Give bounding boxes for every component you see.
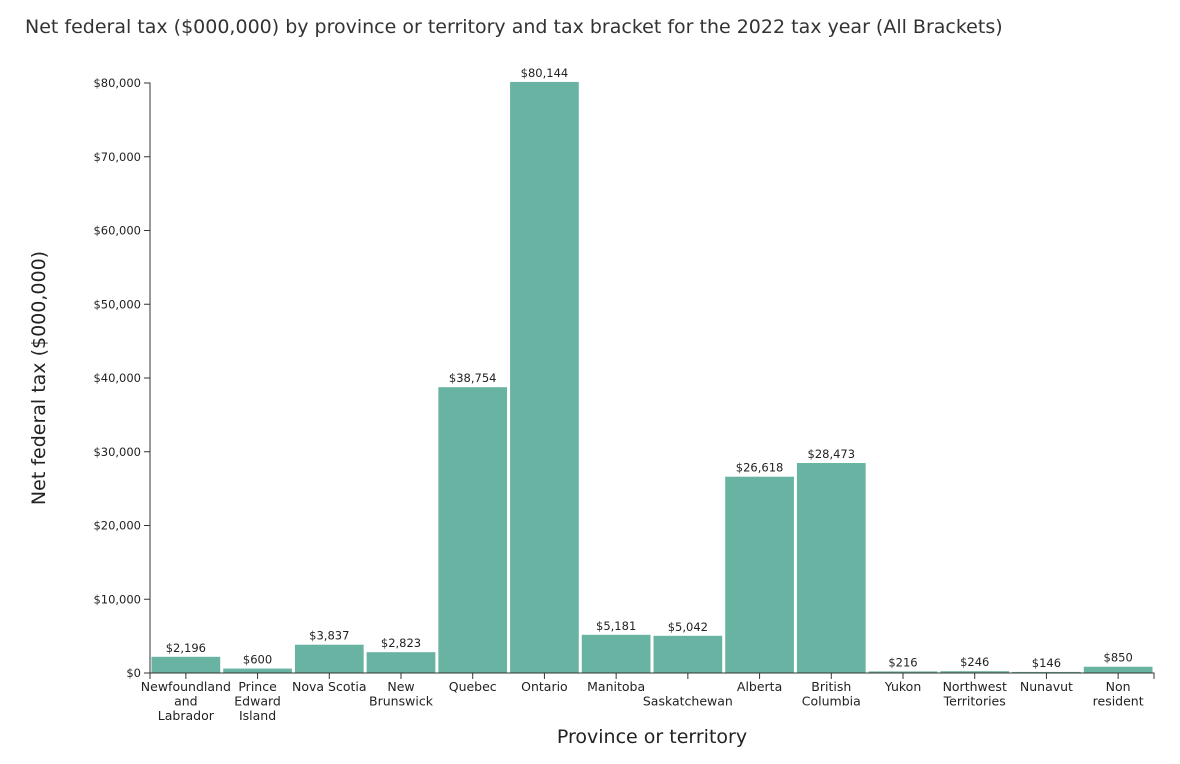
- y-tick-label: $80,000: [93, 76, 141, 90]
- y-tick-label: $20,000: [93, 519, 141, 533]
- data-label: $600: [243, 653, 272, 667]
- data-label: $146: [1032, 656, 1061, 670]
- bar[interactable]: [581, 634, 651, 673]
- data-label: $26,618: [736, 461, 784, 475]
- x-tick-label: Newfoundland and Labrador: [141, 679, 231, 723]
- bar[interactable]: [868, 671, 938, 673]
- x-tick-label: Nunavut: [1020, 679, 1073, 694]
- data-label: $850: [1104, 651, 1133, 665]
- y-tick-label: $60,000: [93, 224, 141, 238]
- x-tick-label: Saskatchewan: [643, 679, 733, 709]
- bar[interactable]: [796, 463, 866, 673]
- y-tick-label: $10,000: [93, 592, 141, 606]
- x-tick-label: New Brunswick: [369, 679, 434, 709]
- data-labels-group: $2,196 $600 $3,837 $2,823 $38,754 $80,144 $5,1…: [166, 66, 1133, 670]
- bar[interactable]: [940, 671, 1010, 673]
- bar[interactable]: [438, 387, 508, 673]
- data-label: $2,196: [166, 641, 206, 655]
- x-tick-label: Ontario: [521, 679, 568, 694]
- bars-group: [151, 81, 1153, 674]
- x-axis-line: [149, 672, 1155, 679]
- y-tick-label: $70,000: [93, 150, 141, 164]
- data-label: $3,837: [309, 629, 349, 643]
- bar[interactable]: [1012, 671, 1081, 673]
- data-label: $2,823: [381, 636, 421, 650]
- y-tick-label: $40,000: [93, 371, 141, 385]
- x-tick-label: Non resident: [1093, 679, 1144, 709]
- x-tick-label: Alberta: [737, 679, 782, 694]
- x-tick-label: Manitoba: [587, 679, 645, 694]
- x-tick-label: Prince Edward Island: [234, 679, 281, 723]
- x-tick-label: Quebec: [449, 679, 497, 694]
- x-tick-label: Nova Scotia: [292, 679, 367, 694]
- bar[interactable]: [1083, 666, 1153, 673]
- y-tick-label: $30,000: [93, 445, 141, 459]
- data-label: $216: [888, 655, 917, 669]
- data-label: $5,181: [596, 619, 636, 633]
- bar[interactable]: [151, 656, 221, 673]
- bar[interactable]: [653, 635, 723, 673]
- bar[interactable]: [223, 668, 292, 673]
- bar[interactable]: [725, 476, 794, 673]
- bar[interactable]: [510, 81, 579, 674]
- data-label: $28,473: [808, 447, 856, 461]
- bar[interactable]: [294, 644, 364, 673]
- x-axis-title: Province or territory: [557, 726, 747, 748]
- x-tick-label: Yukon: [884, 679, 922, 694]
- y-tick-label: $50,000: [93, 297, 141, 311]
- bar[interactable]: [366, 652, 436, 673]
- data-label: $38,754: [449, 371, 497, 385]
- x-tick-label: British Columbia: [802, 679, 861, 709]
- data-label: $5,042: [668, 620, 708, 634]
- data-label: $246: [960, 655, 989, 669]
- chart-title: Net federal tax ($000,000) by province o…: [25, 16, 1003, 38]
- x-tick-label: Northwest Territories: [943, 679, 1007, 709]
- y-axis: $0 $10,000 $20,000 $30,000 $40,000 $50,000 $60…: [93, 76, 151, 680]
- y-axis-title: Net federal tax ($000,000): [28, 251, 50, 505]
- data-label: $80,144: [521, 66, 569, 80]
- y-tick-label: $0: [126, 666, 141, 680]
